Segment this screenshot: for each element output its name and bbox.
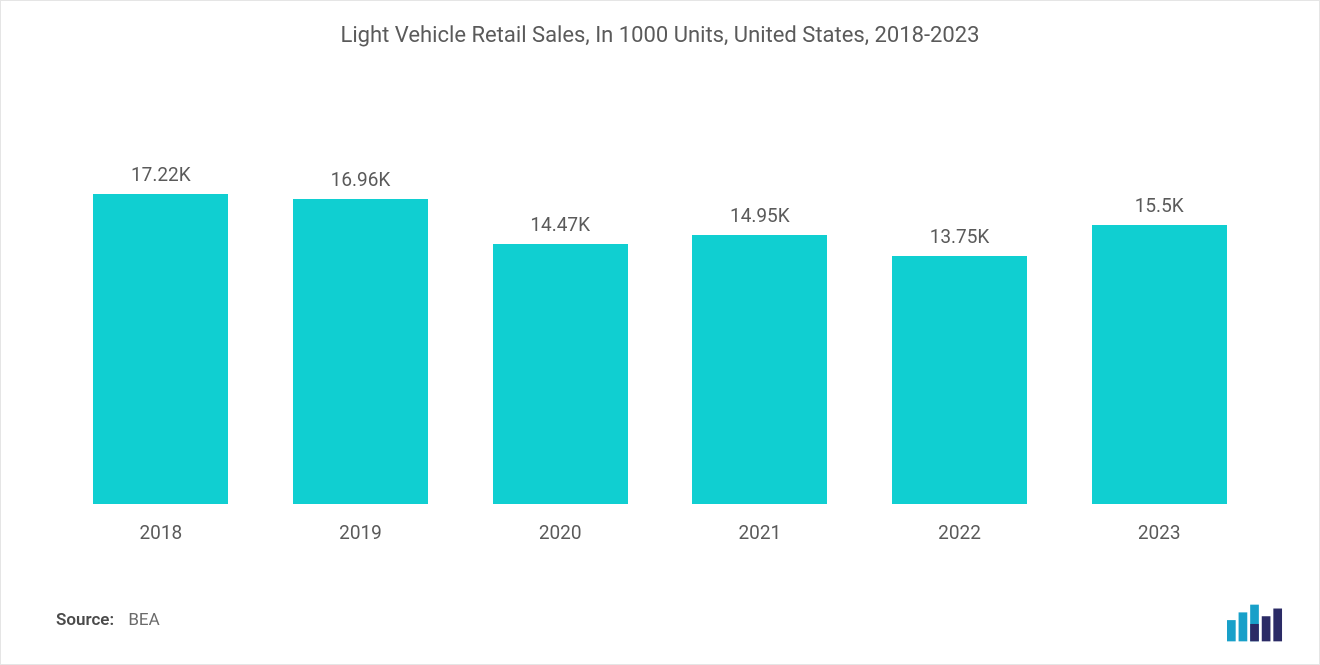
source-line: Source: BEA (56, 610, 160, 630)
bar-value-label: 14.47K (530, 213, 590, 236)
bar-value-label: 13.75K (930, 225, 990, 248)
chart-container: Light Vehicle Retail Sales, In 1000 Unit… (0, 0, 1320, 665)
x-tick-label: 2023 (1059, 521, 1259, 544)
bar-group: 14.47K (460, 101, 660, 504)
bar-group: 14.95K (660, 101, 860, 504)
x-tick-label: 2018 (61, 521, 261, 544)
bar-rect (93, 194, 228, 504)
x-tick-label: 2020 (460, 521, 660, 544)
x-tick-label: 2019 (261, 521, 461, 544)
bar-rect (493, 244, 628, 504)
bar-value-label: 17.22K (131, 163, 191, 186)
brand-logo-icon (1227, 604, 1283, 642)
source-value: BEA (128, 610, 159, 630)
x-tick-label: 2021 (660, 521, 860, 544)
bar-group: 17.22K (61, 101, 261, 504)
x-tick-label: 2022 (860, 521, 1060, 544)
bar-group: 15.5K (1059, 101, 1259, 504)
source-label: Source: (56, 610, 114, 630)
bar-series: 17.22K 16.96K 14.47K 14.95K 13.75K 15.5K (61, 101, 1259, 504)
bar-value-label: 15.5K (1135, 194, 1184, 217)
bar-rect (692, 235, 827, 504)
chart-title: Light Vehicle Retail Sales, In 1000 Unit… (1, 23, 1319, 48)
bar-group: 13.75K (860, 101, 1060, 504)
bar-group: 16.96K (261, 101, 461, 504)
x-axis: 2018 2019 2020 2021 2022 2023 (61, 521, 1259, 544)
bar-rect (293, 199, 428, 504)
plot-area: 17.22K 16.96K 14.47K 14.95K 13.75K 15.5K (61, 101, 1259, 504)
bar-rect (892, 256, 1027, 504)
bar-value-label: 16.96K (331, 168, 391, 191)
bar-value-label: 14.95K (730, 204, 790, 227)
bar-rect (1092, 225, 1227, 504)
